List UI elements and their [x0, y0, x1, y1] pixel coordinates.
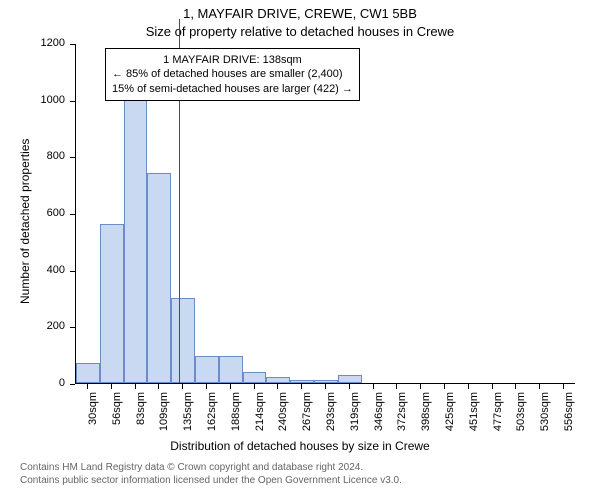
x-tick-mark	[420, 384, 421, 389]
histogram-bar	[219, 356, 243, 383]
annotation-box: 1 MAYFAIR DRIVE: 138sqm ← 85% of detache…	[105, 48, 360, 101]
annotation-line-3: 15% of semi-detached houses are larger (…	[112, 82, 353, 96]
y-tick-label: 1200	[0, 37, 65, 49]
histogram-bar	[195, 356, 219, 383]
x-tick-label: 293sqm	[325, 392, 337, 442]
x-tick-mark	[349, 384, 350, 389]
x-tick-mark	[444, 384, 445, 389]
x-tick-label: 240sqm	[277, 392, 289, 442]
y-tick-label: 400	[0, 264, 65, 276]
histogram-bar	[100, 224, 124, 383]
y-tick-mark	[70, 271, 75, 272]
histogram-bar	[266, 377, 290, 383]
page-title: 1, MAYFAIR DRIVE, CREWE, CW1 5BB	[0, 6, 600, 21]
y-tick-mark	[70, 384, 75, 385]
x-tick-mark	[468, 384, 469, 389]
footer-line-1: Contains HM Land Registry data © Crown c…	[20, 462, 363, 473]
x-tick-label: 346sqm	[373, 392, 385, 442]
x-tick-mark	[325, 384, 326, 389]
histogram-bar	[76, 363, 100, 383]
x-tick-mark	[492, 384, 493, 389]
y-tick-mark	[70, 214, 75, 215]
annotation-line-2: ← 85% of detached houses are smaller (2,…	[112, 67, 353, 81]
x-tick-label: 319sqm	[349, 392, 361, 442]
y-tick-label: 600	[0, 207, 65, 219]
x-tick-label: 530sqm	[539, 392, 551, 442]
x-tick-label: 425sqm	[444, 392, 456, 442]
x-tick-mark	[396, 384, 397, 389]
y-tick-mark	[70, 44, 75, 45]
y-tick-mark	[70, 101, 75, 102]
histogram-bar	[314, 380, 338, 383]
x-tick-label: 214sqm	[254, 392, 266, 442]
histogram-bar	[124, 97, 148, 383]
chart-container: 1, MAYFAIR DRIVE, CREWE, CW1 5BB Size of…	[0, 0, 600, 500]
x-tick-mark	[111, 384, 112, 389]
y-tick-mark	[70, 327, 75, 328]
y-tick-label: 0	[0, 377, 65, 389]
histogram-bar	[147, 173, 171, 383]
x-tick-label: 451sqm	[468, 392, 480, 442]
x-tick-label: 556sqm	[563, 392, 575, 442]
x-tick-label: 503sqm	[515, 392, 527, 442]
x-tick-label: 56sqm	[111, 392, 123, 442]
y-tick-label: 800	[0, 150, 65, 162]
x-tick-mark	[158, 384, 159, 389]
x-tick-mark	[135, 384, 136, 389]
x-tick-label: 30sqm	[87, 392, 99, 442]
x-tick-mark	[182, 384, 183, 389]
x-tick-label: 372sqm	[396, 392, 408, 442]
y-tick-mark	[70, 157, 75, 158]
footer-line-2: Contains public sector information licen…	[20, 475, 402, 486]
y-tick-label: 200	[0, 320, 65, 332]
x-tick-mark	[230, 384, 231, 389]
x-tick-mark	[277, 384, 278, 389]
x-tick-mark	[301, 384, 302, 389]
x-tick-label: 109sqm	[158, 392, 170, 442]
x-tick-label: 135sqm	[182, 392, 194, 442]
x-tick-label: 162sqm	[206, 392, 218, 442]
histogram-bar	[290, 380, 314, 383]
x-tick-mark	[206, 384, 207, 389]
annotation-title: 1 MAYFAIR DRIVE: 138sqm	[112, 53, 353, 67]
x-tick-label: 83sqm	[135, 392, 147, 442]
x-tick-label: 267sqm	[301, 392, 313, 442]
x-tick-mark	[515, 384, 516, 389]
x-tick-label: 398sqm	[420, 392, 432, 442]
y-tick-label: 1000	[0, 94, 65, 106]
histogram-bar	[243, 372, 267, 383]
x-tick-mark	[373, 384, 374, 389]
x-tick-mark	[563, 384, 564, 389]
x-tick-mark	[539, 384, 540, 389]
y-axis-label: Number of detached properties	[18, 139, 32, 304]
histogram-bar	[338, 375, 362, 384]
x-tick-mark	[254, 384, 255, 389]
x-tick-mark	[87, 384, 88, 389]
page-subtitle: Size of property relative to detached ho…	[0, 24, 600, 39]
x-tick-label: 188sqm	[230, 392, 242, 442]
x-tick-label: 477sqm	[492, 392, 504, 442]
histogram-bar	[171, 298, 195, 383]
